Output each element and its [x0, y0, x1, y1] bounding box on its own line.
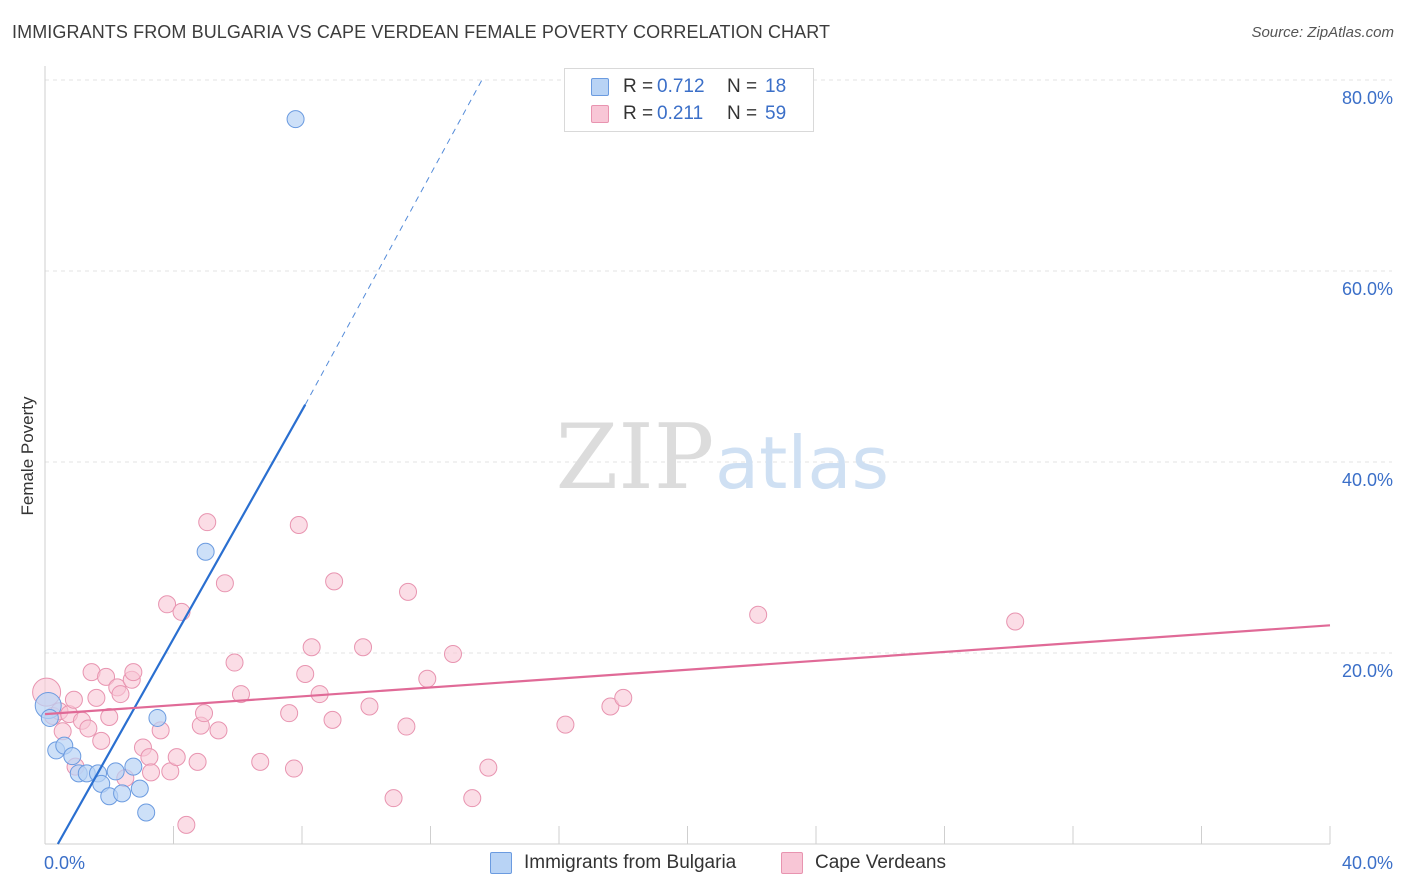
n-label: N =	[727, 103, 758, 124]
tick-labels: 20.0% 40.0% 60.0% 80.0% 0.0% 40.0%	[44, 88, 1393, 873]
cape-verdeans-point	[1006, 612, 1025, 631]
legend-row-bulgaria: R = 0.712 N = 18	[565, 74, 786, 100]
cape-verdeans-point	[251, 752, 270, 771]
y-tick-label: 60.0%	[1342, 279, 1393, 299]
bulgaria-points	[34, 110, 305, 822]
cape-verdeans-point	[749, 605, 768, 624]
cape-verdeans-point	[463, 789, 482, 808]
cape-verdeans-point	[614, 688, 633, 707]
n-value: 59	[765, 103, 787, 124]
cape-verdeans-point	[198, 513, 217, 532]
cape-verdeans-trend-line	[44, 624, 1331, 716]
pink-swatch	[591, 105, 609, 123]
cape-verdeans-point	[124, 663, 143, 682]
bulgaria-point	[124, 757, 143, 776]
y-tick-label: 80.0%	[1342, 88, 1393, 108]
cape-verdeans-points	[32, 513, 1025, 834]
pink-swatch	[781, 852, 803, 874]
cape-verdeans-point	[354, 638, 373, 657]
bulgaria-point	[106, 762, 125, 781]
correlation-legend: R = 0.712 N = 18 R = 0.211 N = 59	[564, 68, 814, 132]
cape-verdeans-point	[284, 759, 303, 778]
blue-swatch	[490, 852, 512, 874]
bulgaria-point	[113, 784, 132, 803]
cape-verdeans-point	[87, 688, 106, 707]
cape-verdeans-point	[111, 685, 130, 704]
cape-verdeans-point	[209, 721, 228, 740]
series-legend: Immigrants from Bulgaria Cape Verdeans	[0, 852, 1406, 878]
cape-verdeans-point	[188, 752, 207, 771]
n-label: N =	[727, 76, 758, 97]
cape-verdeans-point	[280, 704, 299, 723]
cape-verdeans-point	[418, 669, 437, 688]
y-tick-label: 40.0%	[1342, 470, 1393, 490]
cape-verdeans-point	[97, 667, 116, 686]
r-value: 0.211	[657, 103, 704, 124]
bulgaria-point	[130, 779, 149, 798]
cape-verdeans-point	[296, 665, 315, 684]
legend-item-bulgaria[interactable]: Immigrants from Bulgaria	[490, 852, 736, 874]
cape-verdeans-point	[323, 710, 342, 729]
cape-verdeans-point	[167, 748, 186, 767]
bulgaria-point	[137, 803, 156, 822]
source-label: Source: ZipAtlas.com	[1251, 24, 1394, 41]
cape-verdeans-point	[225, 653, 244, 672]
bulgaria-trend-line	[56, 404, 307, 845]
r-label: R =	[623, 76, 654, 97]
cape-verdeans-point	[556, 715, 575, 734]
blue-swatch	[591, 78, 609, 96]
cape-verdeans-point	[302, 638, 321, 657]
grid-lines	[45, 79, 1392, 654]
cape-verdeans-point	[140, 748, 159, 767]
cape-verdeans-point	[79, 719, 98, 738]
cape-verdeans-point	[325, 572, 344, 591]
r-value: 0.712	[657, 76, 705, 97]
x-tick-label: 0.0%	[44, 853, 85, 873]
bulgaria-point	[63, 747, 82, 766]
cape-verdeans-point	[195, 704, 214, 723]
watermark: ZIP atlas	[556, 405, 889, 510]
cape-verdeans-point	[479, 758, 498, 777]
watermark-zip: ZIP	[556, 405, 715, 510]
cape-verdeans-point	[360, 697, 379, 716]
cape-verdeans-point	[601, 697, 620, 716]
y-tick-label: 20.0%	[1342, 661, 1393, 681]
chart-title: IMMIGRANTS FROM BULGARIA VS CAPE VERDEAN…	[12, 22, 831, 42]
watermark-atlas: atlas	[715, 421, 889, 505]
bulgaria-point	[148, 708, 167, 727]
bulgaria-point	[40, 708, 59, 727]
cape-verdeans-point	[399, 582, 418, 601]
cape-verdeans-point	[397, 717, 416, 736]
cape-verdeans-point	[443, 644, 462, 663]
cape-verdeans-point	[158, 595, 177, 614]
cape-verdeans-point	[384, 789, 403, 808]
cape-verdeans-point	[100, 707, 119, 726]
cape-verdeans-point	[177, 815, 196, 834]
trend-lines	[44, 79, 1331, 845]
bulgaria-point	[286, 110, 305, 129]
r-label: R =	[623, 103, 654, 124]
legend-item-cape-verdeans[interactable]: Cape Verdeans	[781, 852, 946, 874]
cape-verdeans-point	[289, 516, 308, 535]
x-tick-label: 40.0%	[1342, 853, 1393, 873]
bulgaria-point	[196, 542, 215, 561]
cape-verdeans-point	[92, 731, 111, 750]
legend-label-bulgaria: Immigrants from Bulgaria	[524, 852, 737, 873]
bulgaria-trend-extension	[304, 79, 483, 405]
n-value: 18	[765, 76, 787, 97]
cape-verdeans-point	[142, 763, 161, 782]
cape-verdeans-point	[215, 574, 234, 593]
legend-label-cape-verdeans: Cape Verdeans	[815, 852, 946, 873]
cape-verdeans-point	[231, 685, 250, 704]
cape-verdeans-point	[64, 690, 83, 709]
legend-row-cape-verdeans: R = 0.211 N = 59	[565, 101, 786, 127]
